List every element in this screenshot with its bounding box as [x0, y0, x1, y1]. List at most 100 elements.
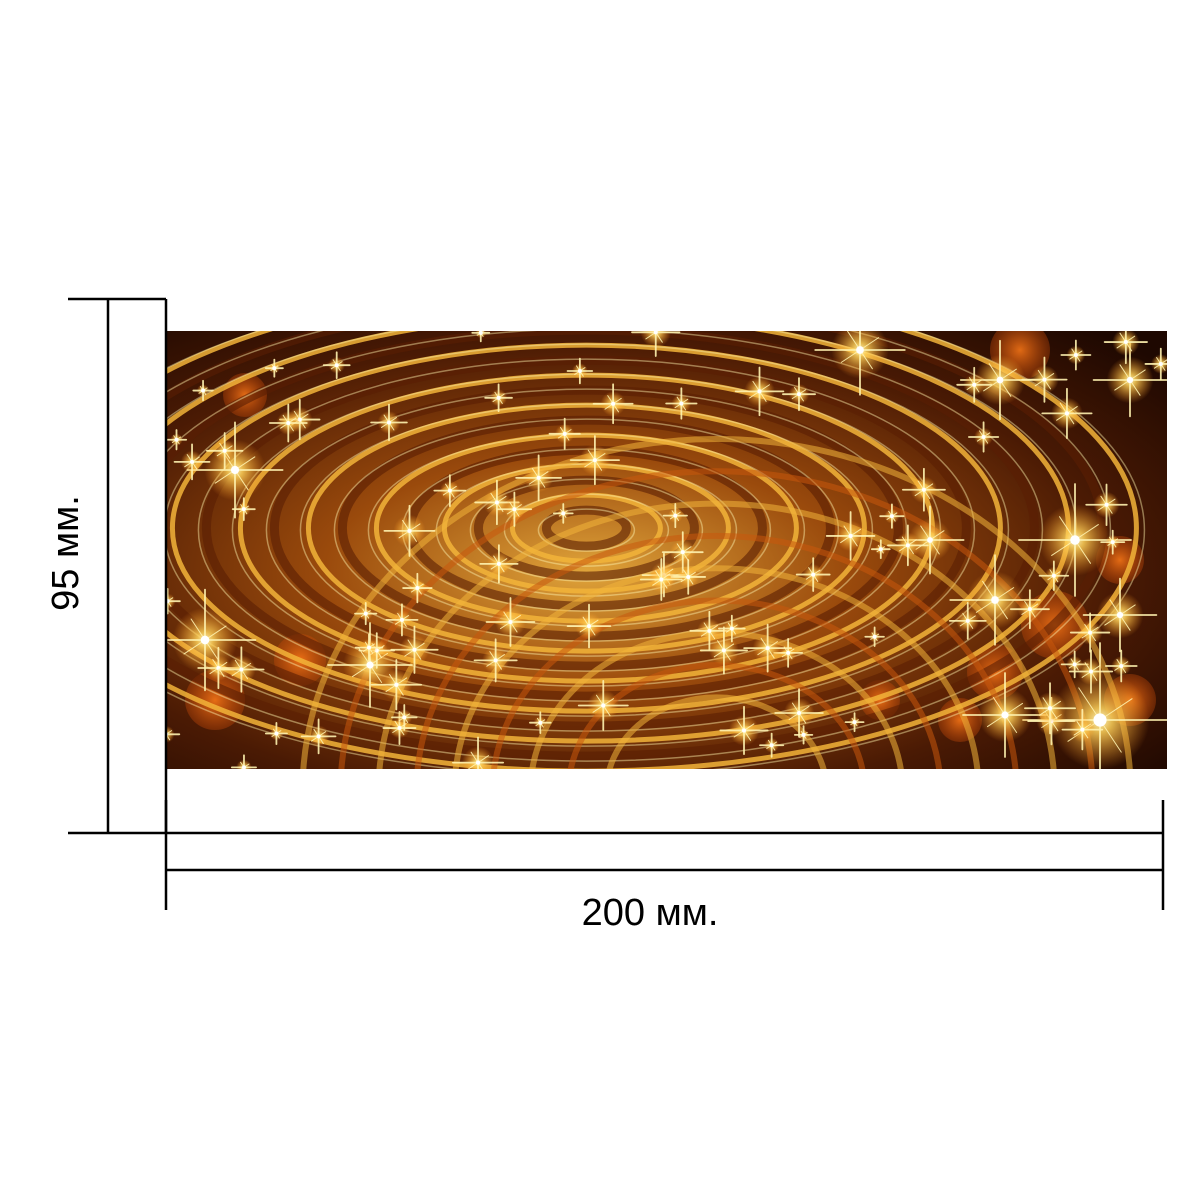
sparkle-small: [795, 557, 831, 592]
sparkle-small: [452, 736, 505, 769]
sparkle-small: [967, 421, 1000, 453]
sparkle-small: [1041, 387, 1093, 439]
sparkle-small: [231, 497, 256, 522]
ripple-arc: [376, 500, 1057, 769]
sparkle-small: [370, 659, 423, 711]
sparkle-small: [322, 351, 351, 380]
sparkle-core: [686, 574, 691, 579]
sparkle-core: [538, 720, 543, 725]
sparkle-core: [496, 395, 501, 400]
height-label: 95 мм.: [45, 495, 87, 611]
sparkle-core: [496, 561, 501, 566]
ripple-ring: [473, 475, 699, 581]
sparkle-core: [1093, 713, 1107, 727]
sparkle-core: [241, 507, 246, 512]
sparkle-small: [566, 357, 594, 385]
sparkle-small: [354, 633, 384, 662]
sparkle-small: [192, 379, 214, 402]
sparkle-core: [190, 459, 195, 464]
sparkle-core: [878, 547, 883, 552]
sparkle-small: [548, 417, 581, 450]
sparkle-core: [1116, 611, 1124, 619]
sparkle-small: [300, 718, 337, 755]
sparkle-core: [494, 500, 499, 505]
width-label: 200 мм.: [582, 892, 719, 934]
sparkle-core: [786, 650, 791, 655]
sparkle-small: [774, 688, 824, 738]
sparkle-small: [825, 511, 876, 561]
ripple-ring: [166, 331, 1139, 769]
sparkle-core: [757, 389, 762, 394]
sparkle-core: [508, 619, 513, 625]
sparkle-core: [680, 550, 685, 555]
sparkle-core: [1088, 630, 1093, 635]
sparkle-core: [801, 732, 806, 737]
sparkle-core: [1072, 662, 1077, 667]
ripple-arc: [606, 694, 827, 769]
sparkle-small: [879, 503, 905, 529]
width-dimension: [164, 800, 1165, 910]
sparkle-small: [699, 626, 748, 675]
artwork-panel: [166, 331, 1167, 769]
sparkle-small: [1021, 356, 1068, 403]
sparkle-core: [889, 514, 894, 519]
sparkle-small: [759, 732, 785, 758]
sparkle-core: [1042, 377, 1047, 382]
sparkle-core: [394, 682, 399, 687]
ripple-arc: [491, 597, 943, 769]
sparkle-layer: [166, 331, 1167, 769]
sparkle-small: [205, 432, 244, 470]
ripple-highlight: [469, 478, 704, 582]
sparkle-core: [965, 618, 970, 623]
sparkle-core: [1047, 706, 1053, 711]
sparkle-core: [796, 710, 802, 716]
sparkle-core: [478, 331, 483, 335]
sparkle-small: [782, 377, 816, 412]
sparkle-core: [1001, 711, 1009, 719]
sparkle-small: [1085, 483, 1128, 526]
sparkle-small: [552, 503, 574, 524]
sparkle-ray: [654, 331, 657, 333]
sparkle-large: [814, 331, 906, 396]
sparkle-small: [354, 602, 378, 626]
sparkle-core: [1126, 376, 1134, 384]
sparkle-core: [741, 728, 747, 733]
ripple-ring: [305, 402, 867, 654]
sparkle-small: [1104, 649, 1138, 683]
sparkle-small: [1009, 589, 1050, 630]
sparkle-small: [484, 383, 513, 413]
sparkle-core: [611, 401, 616, 406]
sparkle-core: [587, 624, 592, 629]
sparkle-core: [562, 431, 567, 436]
sparkle-small: [529, 711, 552, 734]
sparkle-small: [390, 625, 439, 674]
sparkle-small: [391, 704, 418, 731]
sparkle-core: [707, 628, 712, 633]
sparkle-core: [200, 635, 210, 645]
sparkle-core: [996, 376, 1004, 384]
sparkle-small: [1144, 347, 1167, 381]
sparkle-core: [386, 420, 391, 425]
sparkle-small: [743, 623, 793, 673]
sparkle-core: [679, 401, 684, 406]
sparkle-large: [1092, 342, 1167, 418]
sparkle-core: [475, 760, 481, 765]
sparkle-small: [1068, 649, 1114, 694]
sparkle-small: [230, 754, 257, 769]
sparkle-core: [653, 331, 658, 335]
ripple-arc: [567, 662, 866, 769]
sparkle-small: [870, 539, 891, 560]
sparkle-small: [402, 572, 433, 604]
sparkle-small: [1061, 708, 1104, 751]
sparkle-small: [864, 626, 885, 647]
sparkle-core: [222, 448, 227, 453]
sparkle-core: [407, 528, 412, 534]
sparkle-core: [1104, 502, 1109, 507]
sparkle-core: [399, 617, 404, 622]
sparkle-core: [366, 661, 374, 669]
sparkle-core: [1158, 361, 1163, 366]
sparkle-core: [415, 586, 420, 591]
ripple-ring: [201, 355, 971, 701]
sparkle-small: [1103, 331, 1148, 365]
